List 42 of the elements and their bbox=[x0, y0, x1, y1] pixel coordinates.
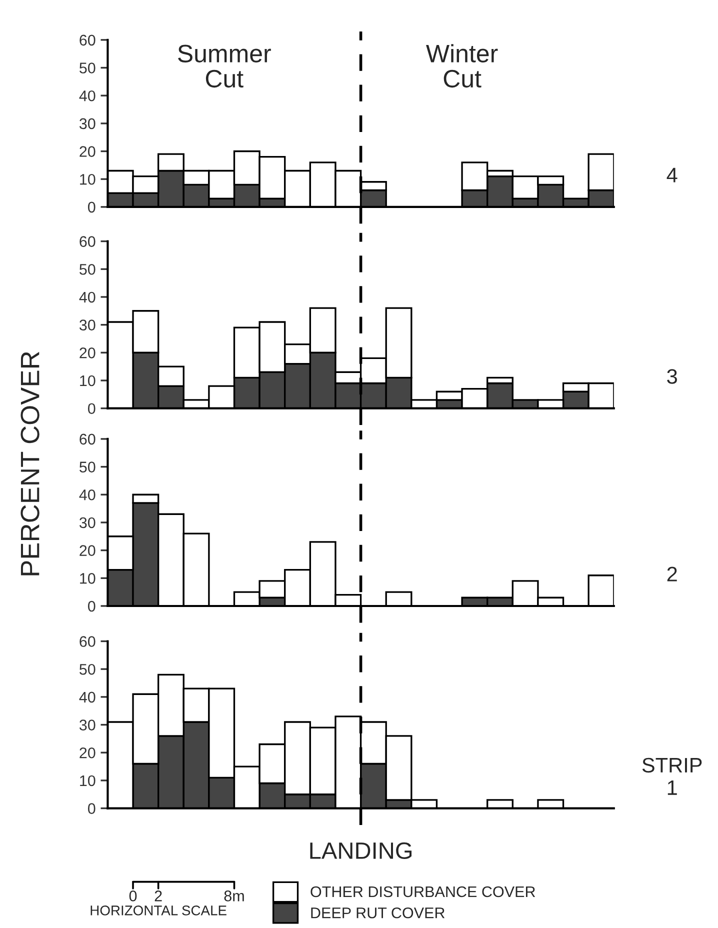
y-tick-label: 10 bbox=[80, 174, 96, 185]
text: 8m bbox=[224, 890, 244, 902]
y-tick-label: 10 bbox=[80, 573, 96, 584]
y-tick-label: 30 bbox=[79, 118, 96, 130]
y-tick-label: 50 bbox=[80, 264, 96, 275]
y-tick-label: 0 bbox=[88, 202, 96, 213]
y-tick-label: 60 bbox=[80, 636, 96, 647]
y-tick-label: 20 bbox=[80, 545, 96, 556]
y-tick-label: 20 bbox=[80, 747, 96, 758]
y-tick-label: 30 bbox=[79, 720, 96, 730]
legend-label: DEEP RUT COVER bbox=[311, 907, 445, 918]
text: 4 bbox=[666, 168, 678, 182]
text: 2 bbox=[154, 890, 162, 902]
y-tick-label: 20 bbox=[80, 348, 96, 358]
text: STRIP 1 bbox=[642, 758, 702, 795]
y-tick-label: 10 bbox=[80, 375, 96, 386]
y-tick-label: 40 bbox=[79, 489, 96, 500]
text: HORIZONTAL SCALE bbox=[90, 906, 226, 916]
y-tick-label: 60 bbox=[80, 236, 96, 247]
text: LANDING bbox=[310, 842, 412, 860]
y-tick-label: 40 bbox=[79, 90, 96, 102]
y-tick-label: 50 bbox=[80, 462, 96, 472]
y-tick-label: 10 bbox=[80, 775, 96, 786]
y-tick-label: 60 bbox=[80, 434, 96, 445]
y-tick-label: 0 bbox=[88, 600, 96, 612]
y-tick-label: 50 bbox=[80, 664, 96, 675]
y-tick-label: 40 bbox=[79, 292, 96, 303]
y-axis-title: PERCENT COVER bbox=[20, 352, 40, 576]
y-tick-label: 50 bbox=[80, 62, 96, 74]
y-tick-label: 20 bbox=[80, 146, 96, 157]
y-tick-label: 0 bbox=[88, 403, 96, 414]
annotation: Winter Cut bbox=[426, 44, 498, 88]
text: 3 bbox=[667, 369, 677, 384]
y-tick-label: 0 bbox=[88, 803, 96, 814]
legend-label: OTHER DISTURBANCE COVER bbox=[310, 886, 536, 898]
text: 2 bbox=[667, 566, 677, 582]
text: 0 bbox=[129, 890, 137, 902]
y-tick-label: 60 bbox=[80, 34, 96, 46]
y-tick-label: 30 bbox=[79, 517, 96, 528]
y-tick-label: 30 bbox=[79, 320, 96, 330]
y-tick-label: 40 bbox=[79, 692, 96, 703]
annotation: Summer Cut bbox=[178, 44, 271, 88]
